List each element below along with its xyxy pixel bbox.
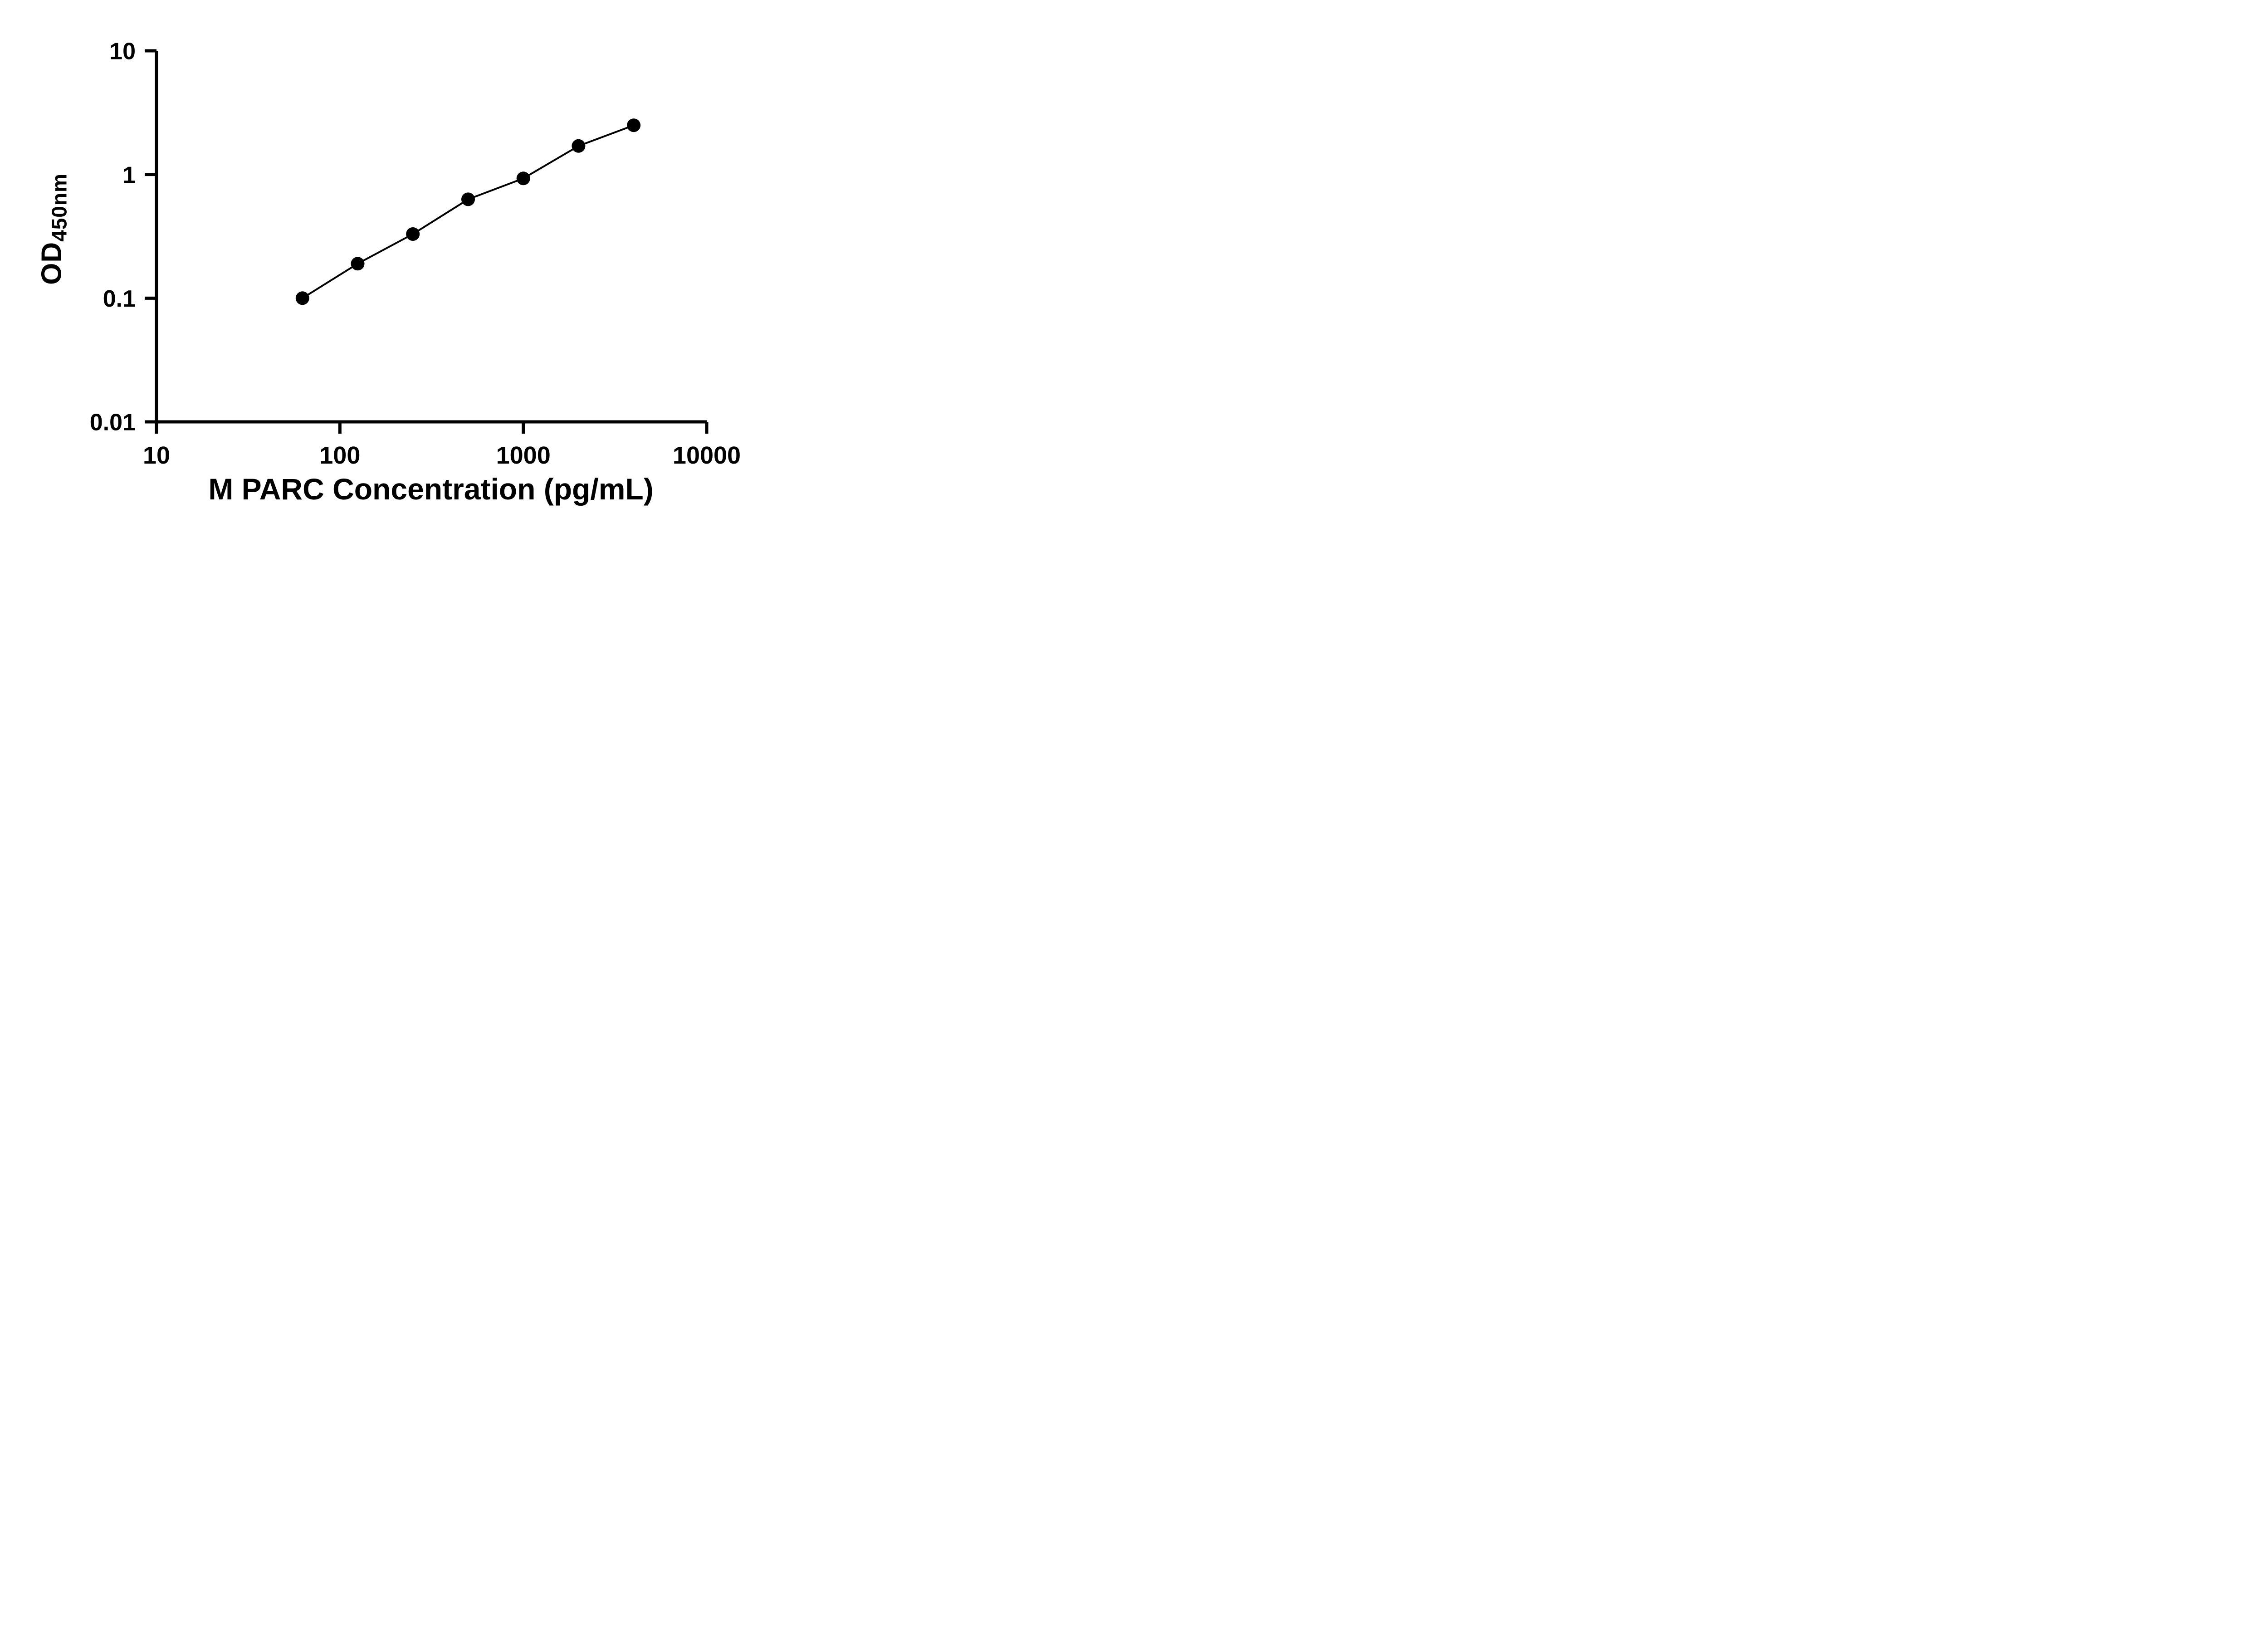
y-tick-label: 1: [122, 162, 136, 188]
data-point: [406, 227, 420, 241]
x-tick-label: 100: [319, 442, 360, 469]
data-point: [572, 139, 586, 153]
x-tick-label: 10000: [673, 442, 741, 469]
y-axis-title: OD450nm: [36, 173, 72, 285]
data-point: [351, 257, 365, 271]
y-axis-title-subscript: 450nm: [47, 173, 71, 242]
y-tick-label: 10: [109, 39, 136, 65]
x-tick-label: 10: [143, 442, 170, 469]
y-tick-label: 0.01: [90, 410, 136, 436]
y-axis-title-main: OD: [36, 241, 68, 285]
data-point: [295, 291, 309, 305]
y-tick-label: 0.1: [103, 286, 136, 312]
standard-curve-page: 0.01 0.1 1 10 10 100 1000 10000 OD450nm M PARC …: [0, 0, 777, 544]
standard-curve-chart: 0.01 0.1 1 10 10 100 1000 10000 OD450nm M PARC …: [0, 0, 777, 544]
chart-svg: 0.01 0.1 1 10 10 100 1000 10000: [90, 39, 741, 469]
data-point: [627, 118, 641, 132]
data-point: [516, 171, 530, 186]
x-axis-title: M PARC Concentration (pg/mL): [208, 472, 654, 506]
series-line: [302, 124, 634, 299]
data-point: [461, 192, 475, 206]
x-tick-label: 1000: [496, 442, 551, 469]
